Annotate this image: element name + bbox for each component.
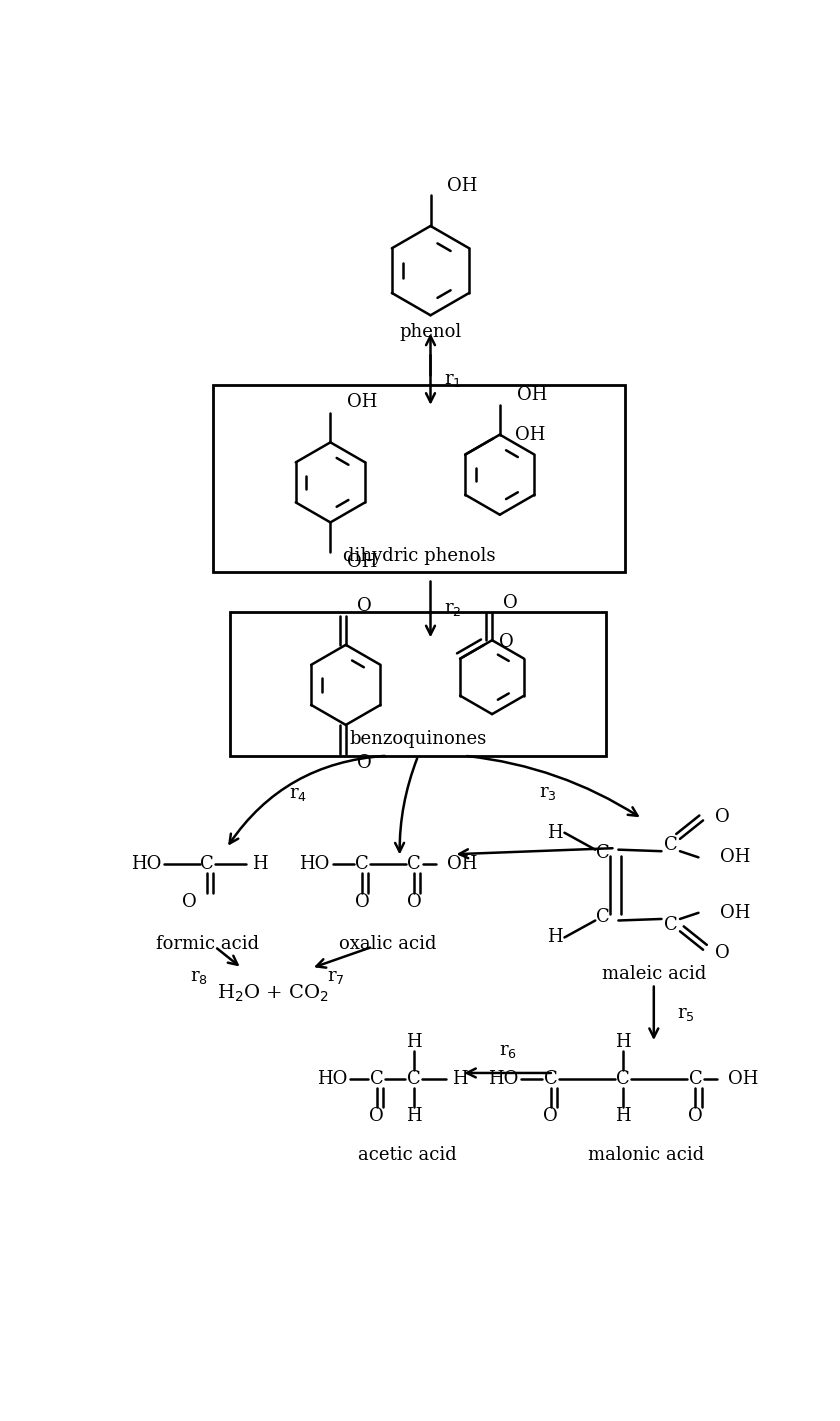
Text: H: H	[615, 1033, 631, 1052]
Text: H: H	[406, 1107, 422, 1125]
Text: r$_2$: r$_2$	[444, 601, 462, 618]
Text: O: O	[357, 597, 371, 615]
Text: H: H	[548, 824, 563, 841]
Text: benzoquinones: benzoquinones	[349, 730, 487, 747]
Text: OH: OH	[515, 426, 545, 445]
Text: formic acid: formic acid	[155, 935, 259, 953]
Text: O: O	[407, 892, 422, 911]
Text: C: C	[543, 1070, 558, 1088]
Text: O: O	[716, 944, 730, 962]
Text: H: H	[452, 1070, 468, 1088]
Bar	[230, 611, 606, 756]
Text: O: O	[357, 755, 371, 773]
Text: OH: OH	[517, 385, 547, 404]
Text: O: O	[500, 632, 514, 651]
Text: dihydric phenols: dihydric phenols	[343, 547, 496, 564]
Text: C: C	[355, 854, 369, 872]
Text: O: O	[503, 594, 517, 612]
Text: r$_7$: r$_7$	[327, 969, 344, 986]
Text: O: O	[543, 1107, 558, 1125]
Text: O: O	[688, 1107, 703, 1125]
Text: maleic acid: maleic acid	[601, 965, 706, 983]
Text: OH: OH	[720, 904, 750, 922]
Text: r$_8$: r$_8$	[190, 969, 208, 986]
Text: OH: OH	[720, 848, 750, 867]
Text: r$_5$: r$_5$	[677, 1006, 695, 1023]
Text: C: C	[689, 1070, 702, 1088]
Text: C: C	[370, 1070, 384, 1088]
Text: OH: OH	[448, 178, 478, 195]
Text: OH: OH	[727, 1070, 758, 1088]
Text: C: C	[664, 917, 678, 934]
Text: O: O	[181, 892, 197, 911]
Text: HO: HO	[488, 1070, 518, 1088]
Text: C: C	[664, 836, 678, 854]
Text: r$_6$: r$_6$	[498, 1043, 517, 1060]
Text: HO: HO	[299, 854, 329, 872]
Text: O: O	[370, 1107, 384, 1125]
Text: C: C	[596, 908, 610, 926]
Text: OH: OH	[447, 854, 477, 872]
Text: H$_2$O + CO$_2$: H$_2$O + CO$_2$	[217, 982, 328, 1003]
Text: C: C	[407, 854, 421, 872]
Text: C: C	[407, 1070, 421, 1088]
Text: HO: HO	[131, 854, 161, 872]
Bar	[213, 385, 625, 573]
Text: O: O	[354, 892, 370, 911]
Text: O: O	[716, 809, 730, 827]
Text: C: C	[200, 854, 214, 872]
Text: H: H	[548, 928, 563, 946]
Text: r$_1$: r$_1$	[444, 371, 462, 389]
Text: acetic acid: acetic acid	[358, 1145, 457, 1164]
Text: H: H	[615, 1107, 631, 1125]
Text: HO: HO	[317, 1070, 348, 1088]
Text: r$_3$: r$_3$	[538, 783, 556, 801]
Text: H: H	[406, 1033, 422, 1052]
Text: phenol: phenol	[399, 323, 462, 341]
Text: C: C	[616, 1070, 630, 1088]
Text: r$_4$: r$_4$	[289, 786, 307, 803]
Text: OH: OH	[348, 553, 378, 571]
Text: malonic acid: malonic acid	[588, 1145, 704, 1164]
Text: H: H	[252, 854, 267, 872]
Text: OH: OH	[348, 394, 378, 411]
Text: oxalic acid: oxalic acid	[339, 935, 437, 953]
Text: C: C	[596, 844, 610, 861]
